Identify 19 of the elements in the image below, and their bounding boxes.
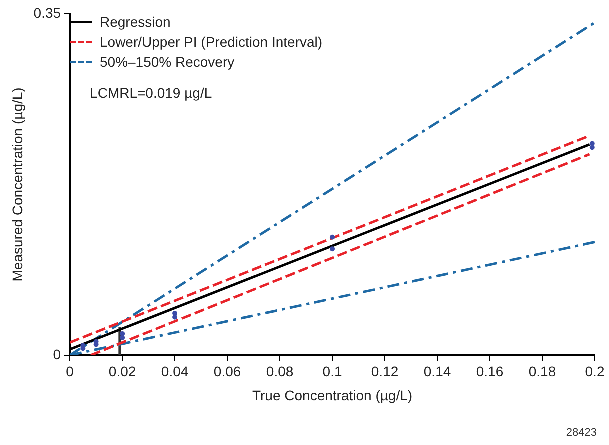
y-tick-label: 0.35 — [34, 4, 62, 21]
x-tick-label: 0.02 — [108, 364, 136, 380]
annotation: LCMRL=0.019 µg/L — [90, 84, 212, 101]
legend-label: 50%–150% Recovery — [100, 54, 235, 70]
text: 28423 — [566, 427, 597, 439]
x-tick-label: 0.04 — [161, 364, 189, 380]
x-tick-label: 0 — [66, 364, 74, 380]
x-tick-label: 0.08 — [266, 364, 294, 380]
x-tick-label: 0.06 — [214, 364, 242, 380]
y-axis-title: Measured Concentration (µg/L) — [9, 88, 26, 282]
x-tick-label: 0.18 — [528, 364, 556, 380]
x-axis-title: True Concentration (µg/L) — [252, 387, 413, 404]
x-tick-label: 0.2 — [585, 364, 605, 380]
legend-label: Lower/Upper PI (Prediction Interval) — [100, 34, 323, 50]
x-tick-label: 0.16 — [476, 364, 504, 380]
legend-label: Regression — [100, 14, 171, 30]
x-tick-label: 0.1 — [322, 364, 342, 380]
x-tick-label: 0.12 — [371, 364, 399, 380]
x-tick-label: 0.14 — [424, 364, 452, 380]
